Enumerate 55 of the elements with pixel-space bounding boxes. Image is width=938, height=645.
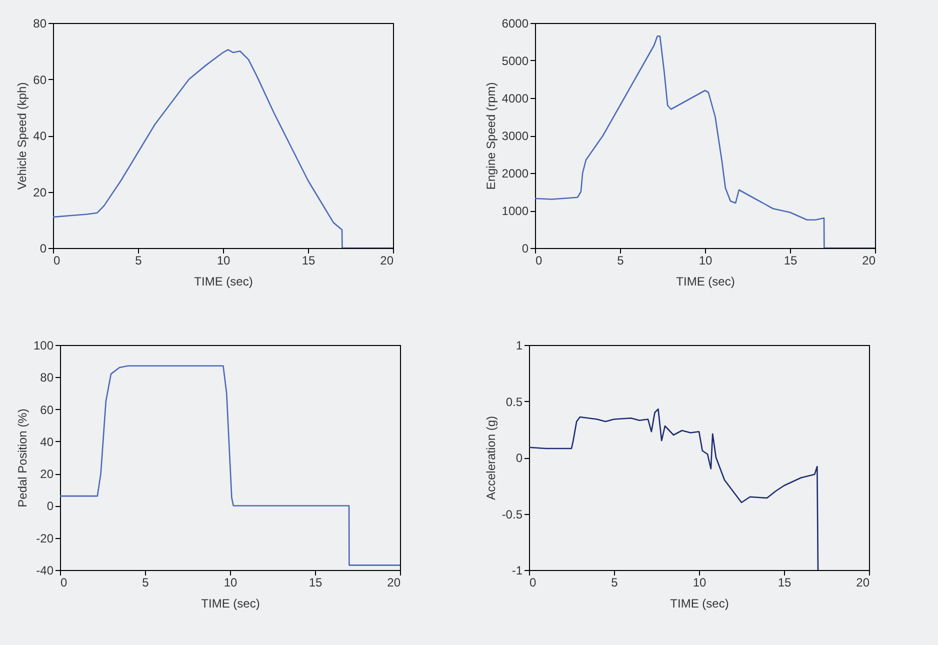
x-tick-label: 10 [224,576,238,590]
y-tick-label: 40 [40,434,54,449]
y-tick-label: 0.5 [506,394,523,409]
y-axis-title: Engine Speed (rpm) [484,82,498,190]
x-tick-label: 5 [617,254,624,268]
line-series [535,35,875,248]
x-tick-label: 15 [778,576,792,590]
x-axis-title: TIME (sec) [670,596,729,610]
y-tick-label: -20 [36,531,54,546]
y-tick-label: -40 [36,564,54,578]
x-axis-title: TIME (sec) [676,274,735,288]
line-series [529,408,819,570]
x-tick-label: 5 [142,576,150,590]
y-tick-label: 40 [33,129,47,143]
y-axis-title: Acceleration (g) [484,416,498,500]
x-axis-title: TIME (sec) [201,596,260,610]
y-tick-label: -1 [512,564,523,578]
y-tick-label: 2000 [502,166,529,180]
y-tick-label: 1000 [502,204,529,218]
x-tick-label: 10 [216,254,230,268]
x-tick-label: 0 [536,254,542,268]
line-series [53,49,393,248]
x-tick-label: 15 [302,254,316,268]
y-tick-label: 4000 [502,92,529,106]
line-series [60,365,400,566]
y-tick-label: 0 [522,242,529,256]
y-tick-label: 6000 [502,16,529,30]
y-tick-label: 1 [516,338,523,352]
y-tick-label: 60 [33,72,47,87]
y-tick-label: 0 [516,451,523,465]
y-tick-label: 5000 [502,54,529,68]
y-tick-label: 3000 [502,129,529,143]
x-tick-label: 5 [135,254,142,268]
x-tick-label: 15 [784,254,798,268]
x-tick-label: 10 [692,576,706,590]
x-tick-label: 20 [862,254,876,268]
y-tick-label: 80 [33,16,47,30]
x-tick-label: 20 [380,254,394,268]
x-tick-label: 15 [308,576,322,590]
x-axis-title: TIME (sec) [194,274,253,288]
x-tick-label: 20 [387,576,401,590]
y-axis-title: Pedal Position (%) [15,408,30,508]
y-tick-label: 0 [46,499,54,514]
y-tick-label: 20 [33,185,47,200]
y-tick-label: -0.5 [502,507,523,522]
x-tick-label: 5 [611,576,618,590]
y-tick-label: 100 [33,338,54,352]
y-axis-title: Vehicle Speed (kph) [15,82,30,190]
y-tick-label: 20 [40,467,54,482]
y-tick-label: 60 [40,402,54,417]
x-tick-label: 0 [60,576,68,590]
x-tick-label: 10 [698,254,712,268]
y-tick-label: 0 [40,242,47,256]
x-tick-label: 20 [856,576,870,590]
y-tick-label: 80 [40,370,54,385]
